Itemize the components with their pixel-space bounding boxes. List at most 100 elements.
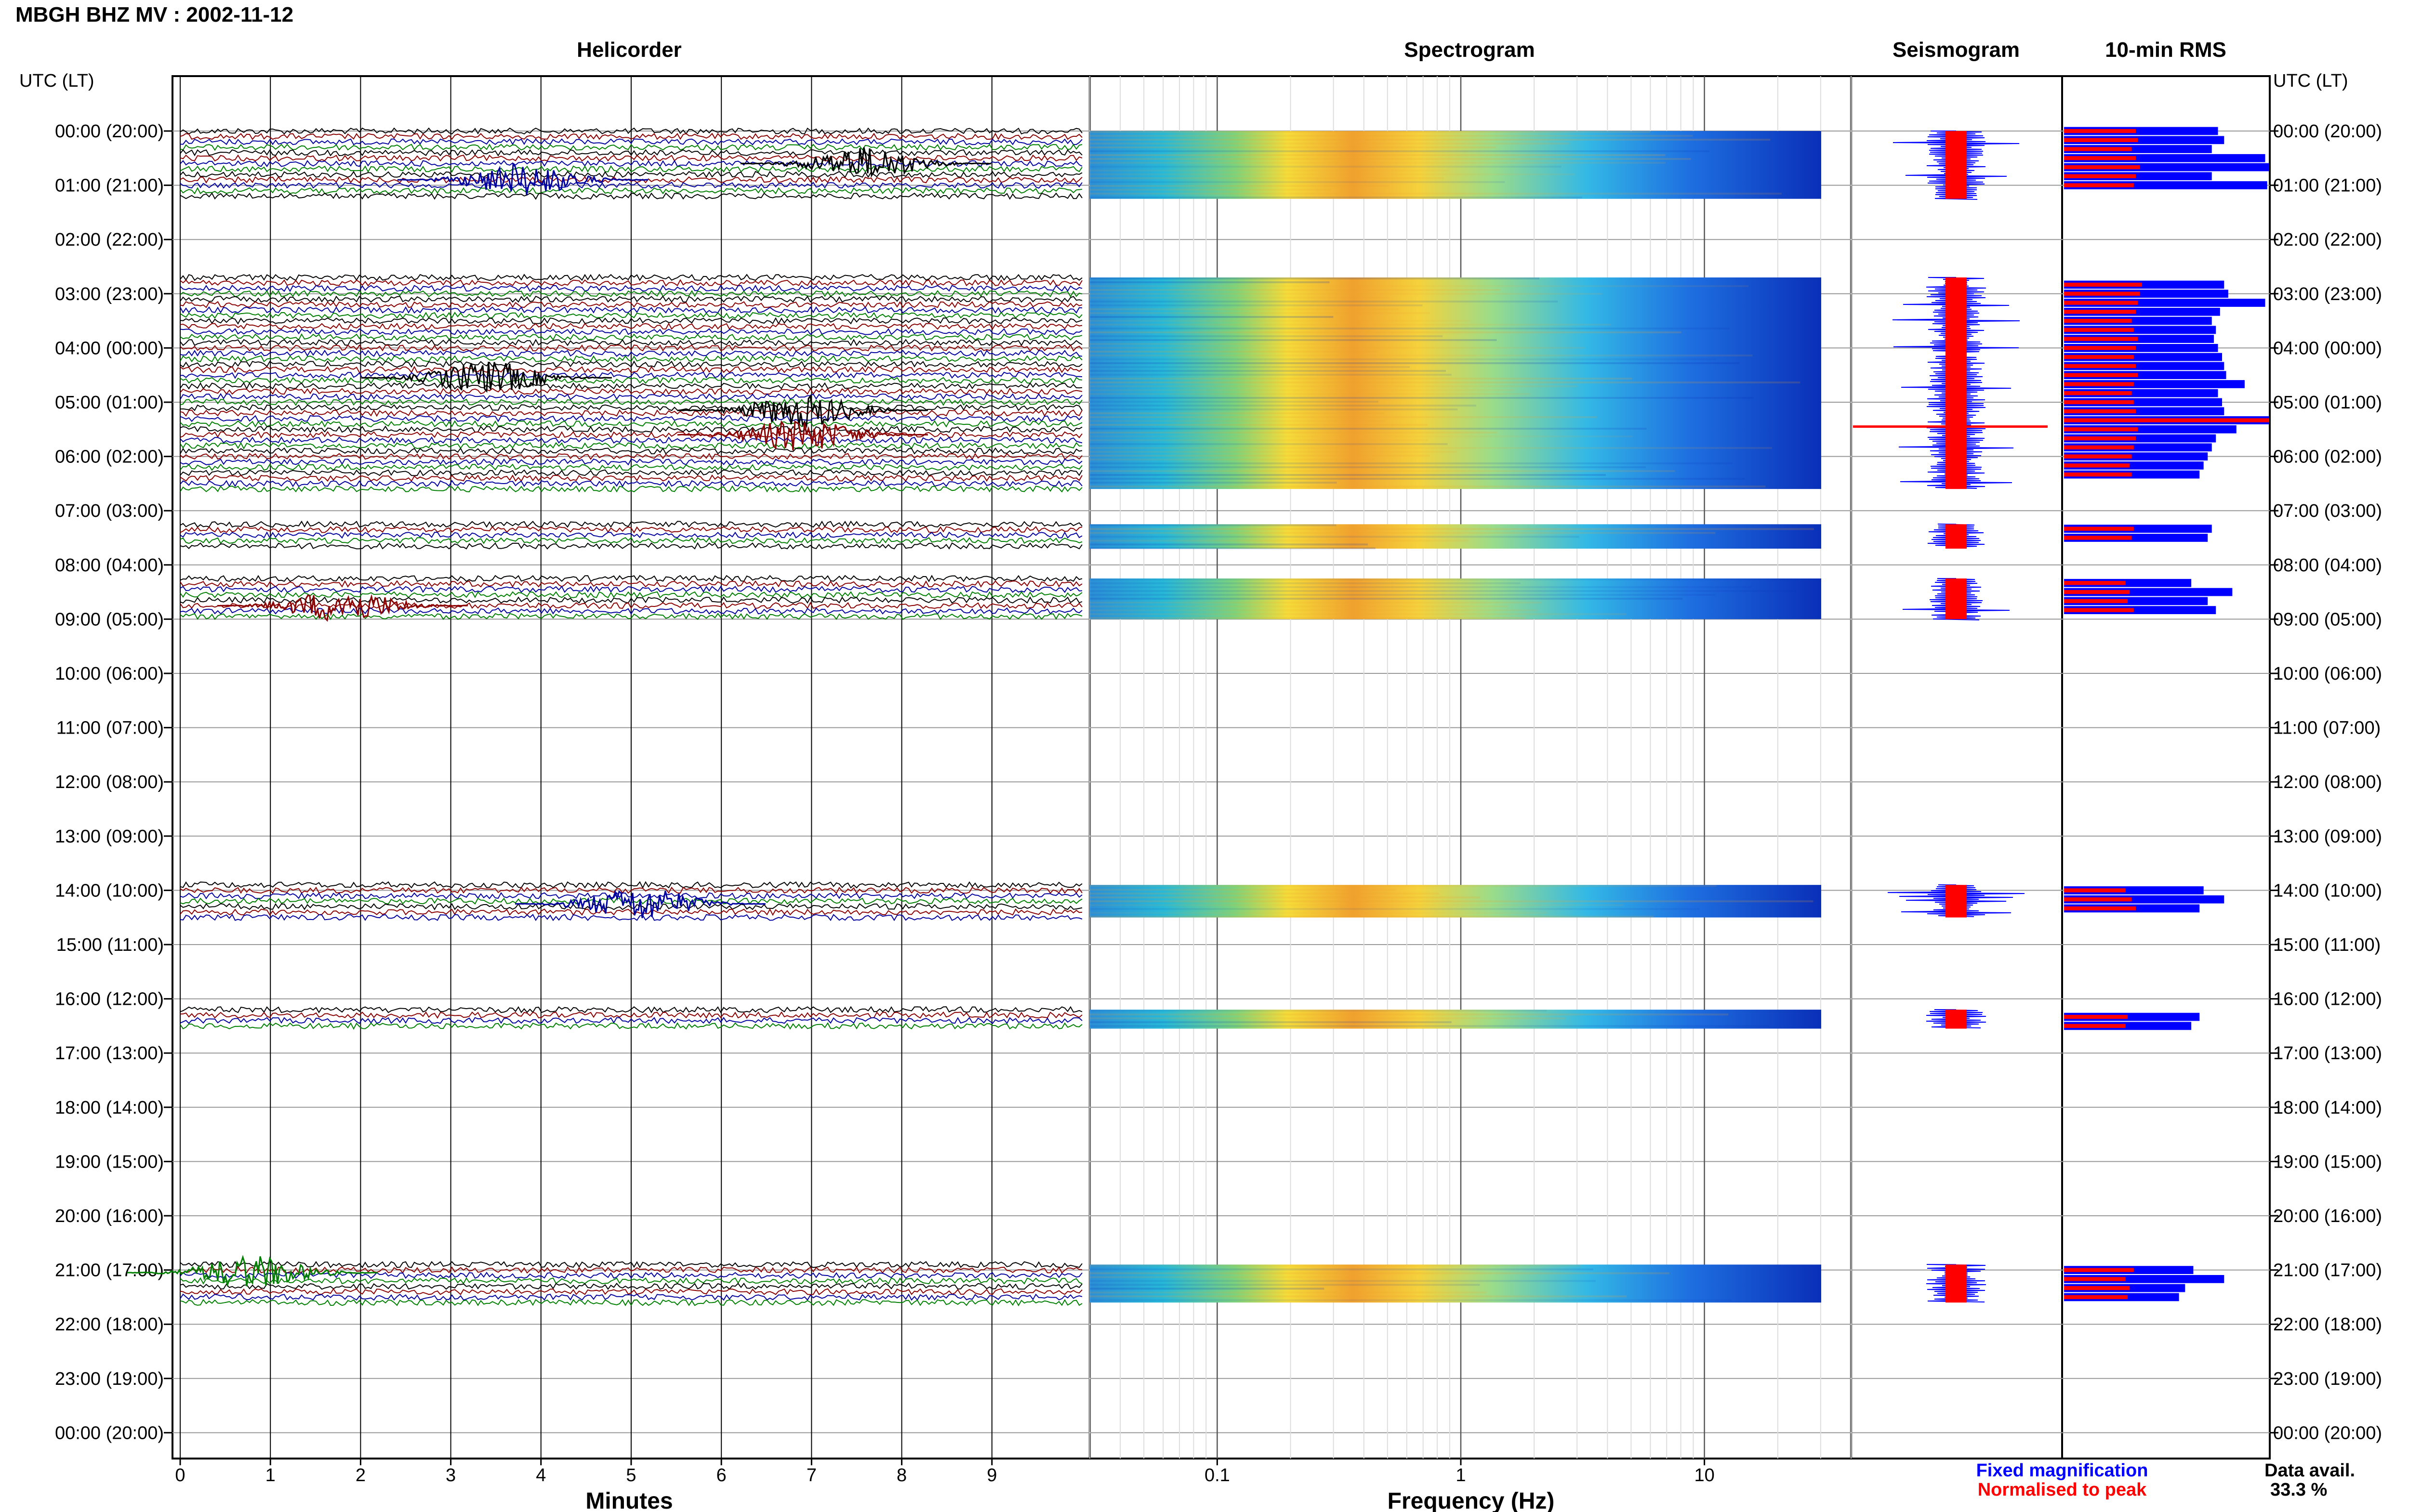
spectrogram-texture (1090, 146, 1496, 148)
left-hour-label: 21:00 (17:00) (55, 1261, 164, 1281)
helicorder-trace (180, 312, 1083, 319)
spectrogram-texture (1090, 428, 1647, 430)
frequency-tick-label: 10 (1694, 1465, 1714, 1486)
panel-title-seismogram: Seismogram (1893, 38, 2020, 62)
minute-tick-label: 2 (356, 1465, 366, 1486)
left-hour-label: 08:00 (04:00) (55, 555, 164, 576)
helicorder-trace (180, 591, 1083, 599)
spectrogram-texture (1090, 470, 1675, 473)
rms-bar-normalised (2064, 301, 2138, 305)
helicorder-trace (180, 1022, 1083, 1030)
right-hour-label: 09:00 (05:00) (2273, 609, 2382, 630)
minute-tick-label: 3 (446, 1465, 456, 1486)
spectrogram-texture (1090, 374, 1452, 376)
helicorder-trace (180, 176, 1083, 184)
legend-normalised-to-peak: Normalised to peak (1978, 1480, 2147, 1500)
helicorder-trace (180, 355, 1083, 363)
rms-bar-normalised (2064, 1286, 2130, 1290)
left-hour-label: 20:00 (16:00) (55, 1206, 164, 1226)
spectrogram-texture (1090, 177, 1444, 179)
helicorder-trace (180, 1282, 1083, 1290)
seismogram-normalised (1946, 1010, 1967, 1029)
left-hour-label: 00:00 (20:00) (55, 1423, 164, 1443)
spectrogram-texture (1090, 158, 1691, 160)
helicorder-trace (180, 192, 1083, 200)
spectrogram-texture (1090, 339, 1497, 342)
helicorder-trace (180, 447, 1083, 455)
left-hour-label: 00:00 (20:00) (55, 121, 164, 142)
spectrogram-texture (1090, 1017, 1566, 1020)
spectrogram-texture (1090, 324, 1612, 326)
right-hour-label: 22:00 (18:00) (2273, 1315, 2382, 1335)
rms-bar-normalised (2064, 472, 2132, 477)
spectrogram-texture (1090, 1291, 1486, 1294)
right-hour-label: 10:00 (06:00) (2273, 664, 2382, 684)
data-availability-label: Data avail. (2264, 1460, 2355, 1481)
left-hour-label: 06:00 (02:00) (55, 447, 164, 467)
spectrogram-texture (1090, 536, 1579, 538)
spectrogram-texture (1090, 459, 1374, 461)
left-hour-label: 13:00 (09:00) (55, 827, 164, 847)
helicorder-traces (127, 127, 1083, 1307)
rms-bar-normalised (2064, 318, 2132, 323)
helicorder-trace (180, 171, 1083, 178)
rms-bar-normalised (2064, 445, 2134, 449)
spectrogram-texture (1090, 1264, 1582, 1267)
spectrogram-texture (1090, 896, 1481, 899)
rms-bar-normalised (2064, 328, 2134, 332)
rms-bar-normalised (2064, 147, 2132, 151)
spectrogram-texture (1090, 1021, 1452, 1024)
legend-fixed-magnification: Fixed magnification (1976, 1460, 2148, 1481)
seismogram-normalised (1946, 277, 1967, 489)
spectrogram-texture (1090, 150, 1710, 152)
helicorder-trace (180, 127, 1083, 135)
helicorder-trace (180, 485, 1083, 493)
rms-bar-normalised (2064, 165, 2140, 170)
helicorder-trace (180, 436, 1083, 444)
rms-bar-normalised (2064, 1295, 2128, 1300)
helicorder-trace (180, 132, 1083, 140)
helicorder-trace (180, 279, 1083, 287)
helicorder-trace (180, 149, 1083, 157)
rms-bar-normalised (2064, 1268, 2134, 1272)
spectrogram-texture (1090, 335, 1443, 338)
spectrogram-texture (1090, 281, 1330, 284)
helicorder-trace (180, 1261, 1083, 1269)
right-hour-label: 13:00 (09:00) (2273, 827, 2382, 847)
spectrogram-texture (1090, 351, 1377, 353)
helicorder-trace (180, 1272, 1083, 1279)
rms-bar-normalised (2064, 174, 2136, 178)
rms-bar-normalised (2064, 418, 2269, 422)
right-hour-label: 21:00 (17:00) (2273, 1261, 2382, 1281)
helicorder-trace (180, 602, 1083, 609)
spectrogram-texture (1090, 447, 1772, 449)
spectrogram-texture (1090, 590, 1797, 592)
left-hour-label: 09:00 (05:00) (55, 609, 164, 630)
spectrogram-texture (1090, 539, 1469, 542)
helicorder-trace (180, 187, 1083, 195)
rms-bar-normalised (2064, 346, 2136, 350)
helicorder-trace (180, 1288, 1083, 1295)
helicorder-trace (180, 144, 1083, 151)
left-hour-label: 01:00 (21:00) (55, 176, 164, 196)
spectrogram-texture (1090, 173, 1575, 175)
right-hour-label: 01:00 (21:00) (2273, 176, 2382, 196)
right-hour-label: 18:00 (14:00) (2273, 1098, 2382, 1118)
helicorder-trace (180, 580, 1083, 588)
spectrogram-texture (1090, 1295, 1627, 1298)
spectrogram-texture (1090, 366, 1410, 368)
helicorder-trace (180, 913, 1083, 921)
spectrogram-texture (1090, 143, 1569, 145)
rms-bar-normalised (2064, 400, 2134, 405)
rms-bar-normalised (2064, 156, 2136, 160)
spectrogram-segment (1090, 885, 1821, 918)
right-hour-label: 11:00 (07:00) (2273, 718, 2381, 738)
helicorder-trace (180, 431, 1083, 439)
spectrogram-segment (1090, 131, 1821, 199)
rms-bar-normalised (2064, 1014, 2128, 1019)
spectrogram-texture (1090, 609, 1538, 611)
spectrogram-texture (1090, 328, 1730, 330)
rms-bar-normalised (2064, 436, 2136, 441)
spectrogram-texture (1090, 312, 1430, 315)
spectrogram-texture (1090, 586, 1751, 588)
